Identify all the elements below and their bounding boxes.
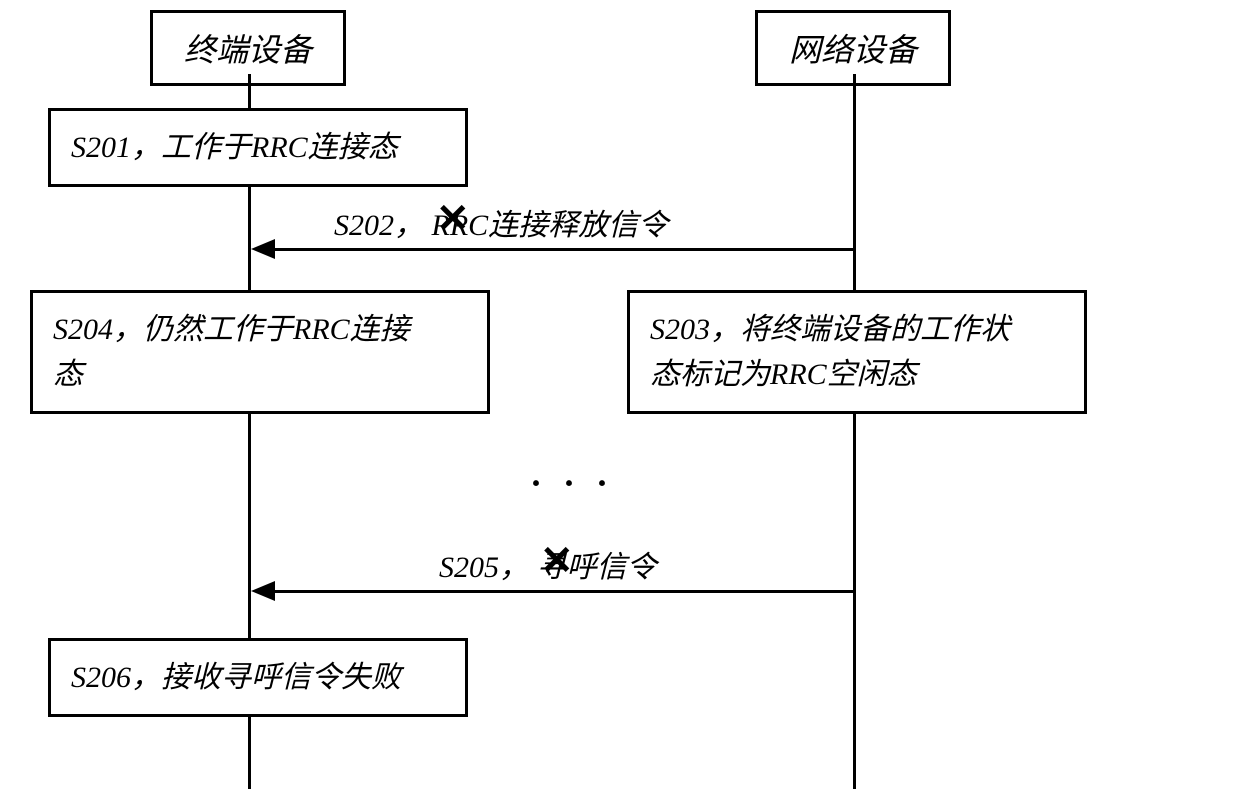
step-s206-label: S206，接收寻呼信令失败 xyxy=(71,661,401,694)
participant-terminal-label: 终端设备 xyxy=(184,32,312,68)
step-s204: S204，仍然工作于RRC连接 态 xyxy=(30,290,490,414)
step-s203-label-line2: 态标记为RRC空闲态 xyxy=(650,358,917,391)
step-s202-x-icon: ✕ xyxy=(436,195,470,242)
step-s203-label-line1: S203，将终端设备的工作状 xyxy=(650,313,1010,346)
message-s202-line xyxy=(272,248,854,251)
step-s204-label-line1: S204，仍然工作于RRC连接 xyxy=(53,313,410,346)
sequence-diagram: 终端设备 网络设备 S201，工作于RRC连接态 S202， RRC连接释放信令… xyxy=(0,0,1240,789)
message-s202-arrow-icon xyxy=(251,239,275,259)
lifeline-network xyxy=(853,74,856,789)
participant-network-label: 网络设备 xyxy=(789,32,917,68)
ellipsis-icon: · · · xyxy=(530,462,614,504)
step-s202-label: S202， RRC连接释放信令 xyxy=(330,200,672,244)
step-s203: S203，将终端设备的工作状 态标记为RRC空闲态 xyxy=(627,290,1087,414)
step-s201: S201，工作于RRC连接态 xyxy=(48,108,468,187)
step-s205-x-icon: ✕ xyxy=(540,537,574,584)
step-s201-label: S201，工作于RRC连接态 xyxy=(71,131,398,164)
message-s205-line xyxy=(272,590,854,593)
step-s204-label-line2: 态 xyxy=(53,358,83,391)
step-s206: S206，接收寻呼信令失败 xyxy=(48,638,468,717)
message-s205-arrow-icon xyxy=(251,581,275,601)
